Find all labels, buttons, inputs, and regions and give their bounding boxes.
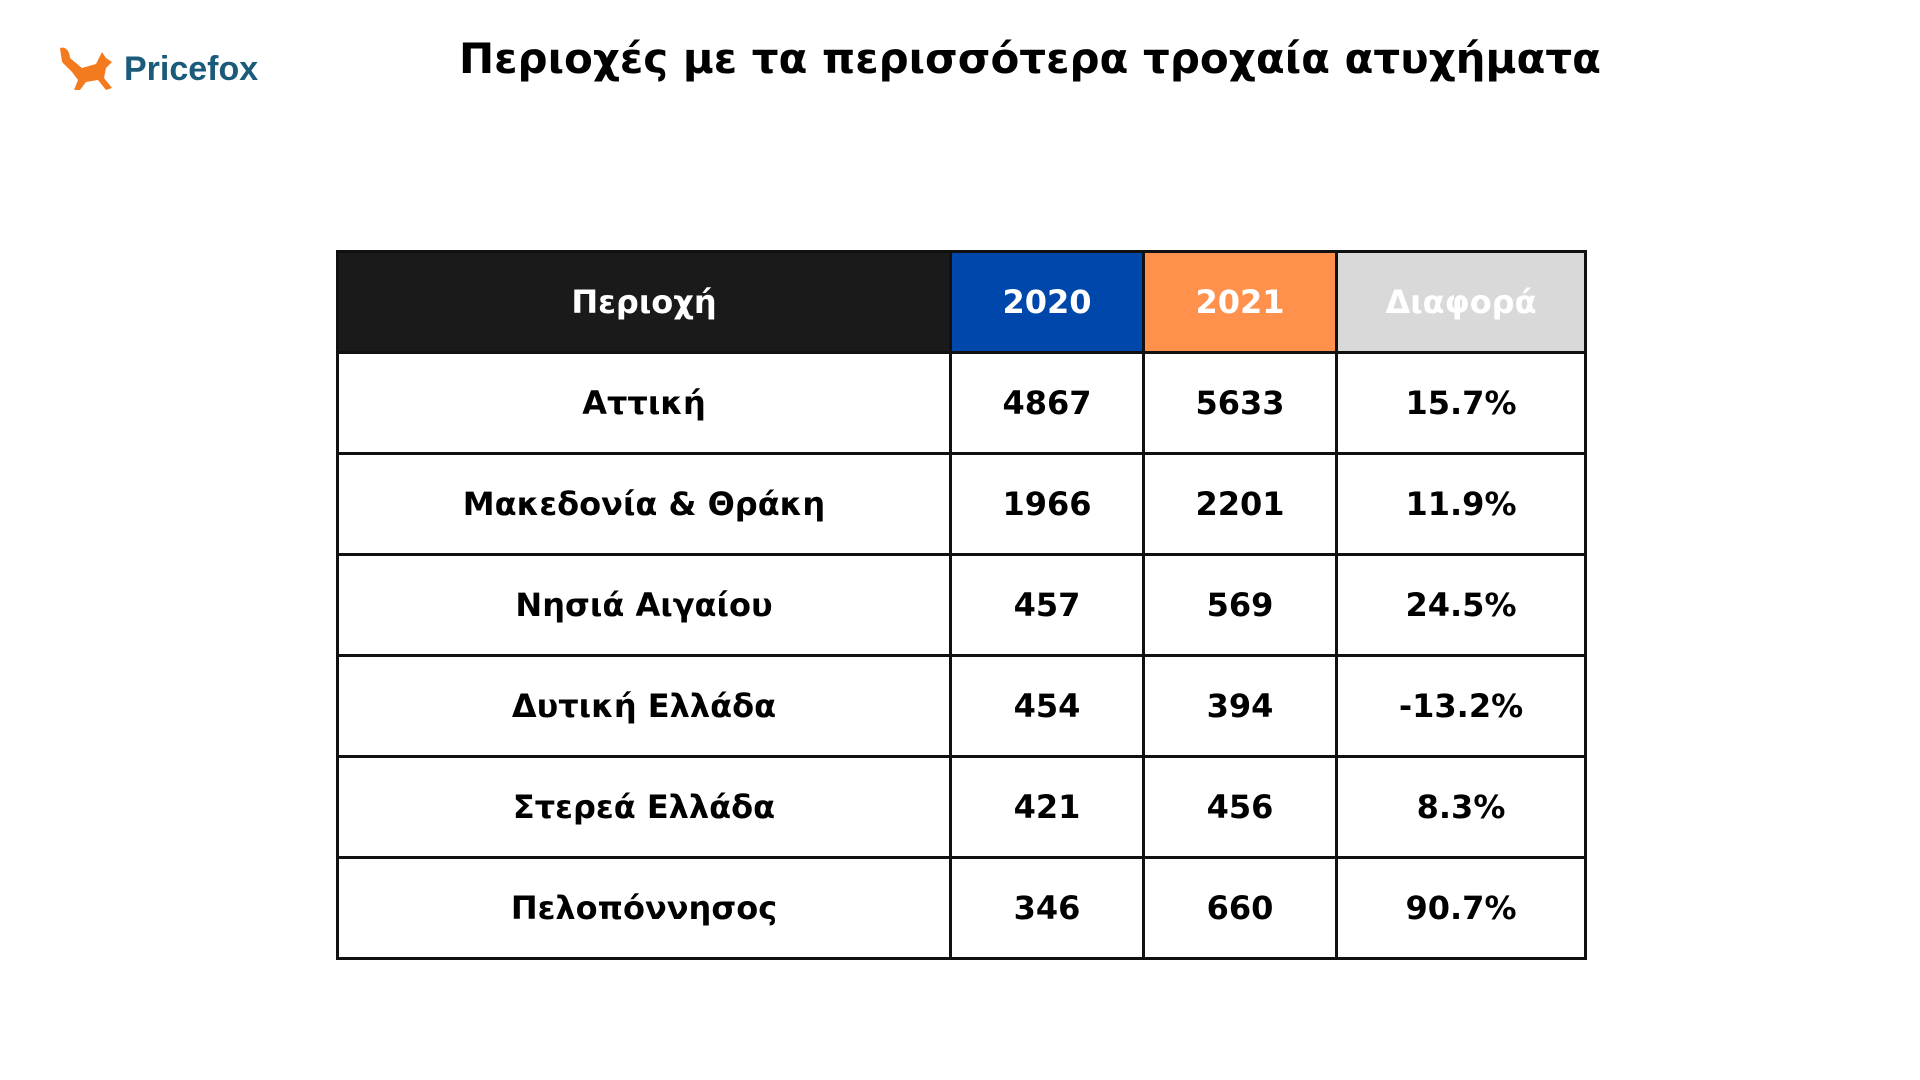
cell-value-2020: 421	[949, 755, 1145, 859]
page-title: Περιοχές με τα περισσότερα τροχαία ατυχή…	[459, 34, 1601, 83]
cell-region: Νησιά Αιγαίου	[336, 553, 952, 657]
cell-value-2021: 2201	[1142, 452, 1338, 556]
cell-value-2020: 457	[949, 553, 1145, 657]
table-row: Αττική 4867 5633 15.7%	[336, 351, 1587, 455]
header-2021: 2021	[1142, 250, 1338, 354]
cell-difference: 15.7%	[1335, 351, 1587, 455]
header-2020: 2020	[949, 250, 1145, 354]
table-row: Στερεά Ελλάδα 421 456 8.3%	[336, 755, 1587, 859]
cell-difference: 11.9%	[1335, 452, 1587, 556]
fox-icon	[60, 47, 112, 90]
cell-value-2021: 660	[1142, 856, 1338, 960]
cell-value-2020: 454	[949, 654, 1145, 758]
pricefox-logo: Pricefox	[56, 44, 258, 94]
cell-difference: 24.5%	[1335, 553, 1587, 657]
table-header-row: Περιοχή 2020 2021 Διαφορά	[336, 250, 1587, 354]
cell-difference: 8.3%	[1335, 755, 1587, 859]
table-row: Δυτική Ελλάδα 454 394 -13.2%	[336, 654, 1587, 758]
cell-region: Δυτική Ελλάδα	[336, 654, 952, 758]
cell-difference: 90.7%	[1335, 856, 1587, 960]
cell-value-2020: 1966	[949, 452, 1145, 556]
cell-value-2020: 346	[949, 856, 1145, 960]
cell-value-2021: 5633	[1142, 351, 1338, 455]
cell-region: Μακεδονία & Θράκη	[336, 452, 952, 556]
accidents-table: Περιοχή 2020 2021 Διαφορά Αττική 4867 5633…	[336, 250, 1587, 960]
cell-value-2021: 569	[1142, 553, 1338, 657]
table-row: Μακεδονία & Θράκη 1966 2201 11.9%	[336, 452, 1587, 556]
logo-text: Pricefox	[124, 49, 259, 88]
header-difference: Διαφορά	[1335, 250, 1587, 354]
cell-value-2021: 394	[1142, 654, 1338, 758]
cell-region: Στερεά Ελλάδα	[336, 755, 952, 859]
header-region: Περιοχή	[336, 250, 952, 354]
cell-difference: -13.2%	[1335, 654, 1587, 758]
cell-value-2020: 4867	[949, 351, 1145, 455]
cell-value-2021: 456	[1142, 755, 1338, 859]
cell-region: Πελοπόννησος	[336, 856, 952, 960]
table-row: Νησιά Αιγαίου 457 569 24.5%	[336, 553, 1587, 657]
table-row: Πελοπόννησος 346 660 90.7%	[336, 856, 1587, 960]
cell-region: Αττική	[336, 351, 952, 455]
